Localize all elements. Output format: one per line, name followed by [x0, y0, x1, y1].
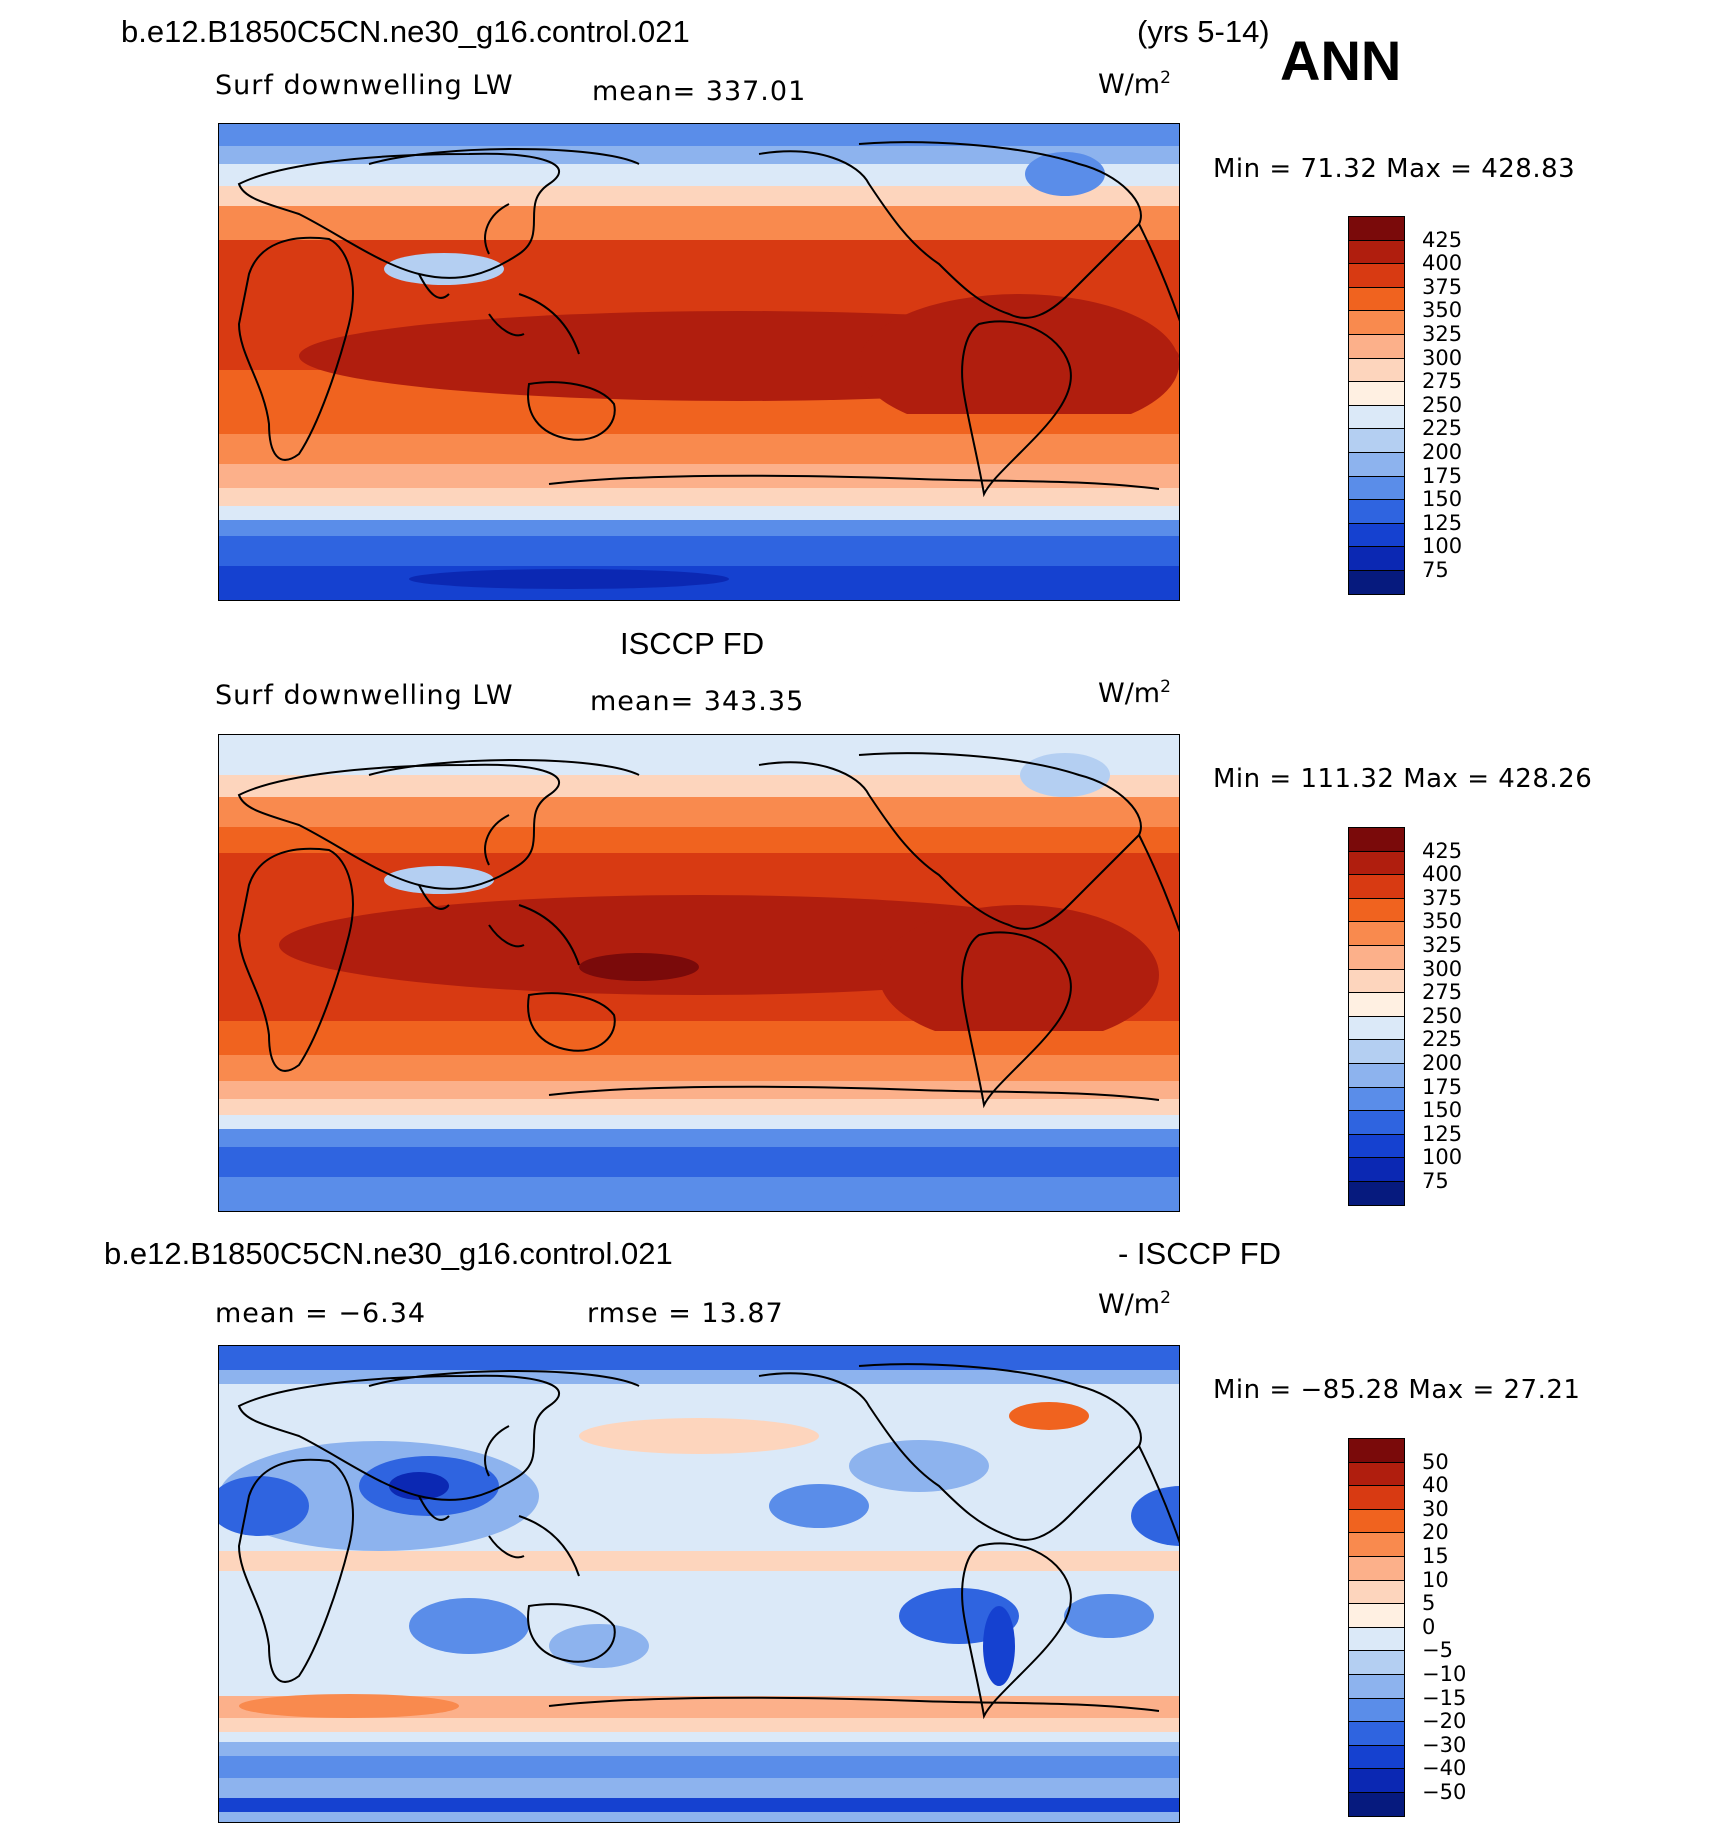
- tick-label: 175: [1422, 1074, 1463, 1099]
- tick-label: 20: [1422, 1520, 1449, 1545]
- tick-label: 375: [1422, 274, 1463, 299]
- tick-label: 100: [1422, 534, 1463, 559]
- tick-label: −15: [1422, 1685, 1467, 1710]
- tick-label: −5: [1422, 1638, 1453, 1663]
- tick-label: 225: [1422, 1027, 1463, 1052]
- panel3-units: W/m2: [1098, 1288, 1171, 1320]
- panel2-colorbar: [1348, 827, 1405, 1206]
- panel3-map-svg: [219, 1346, 1179, 1822]
- panel3-rmse: rmse = 13.87: [587, 1298, 784, 1329]
- tick-label: 250: [1422, 392, 1463, 417]
- tick-label: −40: [1422, 1756, 1467, 1781]
- tick-label: 30: [1422, 1496, 1449, 1521]
- panel2-map-svg: [219, 735, 1179, 1211]
- tick-label: 150: [1422, 1098, 1463, 1123]
- panel2-units: W/m2: [1098, 677, 1171, 709]
- tick-label: 75: [1422, 558, 1449, 582]
- tick-label: 125: [1422, 1121, 1463, 1146]
- tick-label: 350: [1422, 909, 1463, 934]
- tick-label: 15: [1422, 1544, 1449, 1568]
- tick-label: 5: [1422, 1591, 1436, 1616]
- tick-label: 40: [1422, 1473, 1449, 1498]
- panel2-minmax: Min = 111.32 Max = 428.26: [1213, 764, 1593, 794]
- tick-label: 200: [1422, 1051, 1463, 1075]
- tick-label: 225: [1422, 416, 1463, 441]
- panel2-title: ISCCP FD: [620, 626, 765, 661]
- tick-label: 325: [1422, 933, 1463, 957]
- tick-label: 50: [1422, 1449, 1449, 1474]
- panel1-map: [218, 123, 1180, 601]
- tick-label: 400: [1422, 251, 1463, 276]
- tick-label: 0: [1422, 1614, 1436, 1639]
- tick-label: 175: [1422, 463, 1463, 488]
- panel1-minmax: Min = 71.32 Max = 428.83: [1213, 154, 1576, 184]
- panel1-colorbar: [1348, 216, 1405, 595]
- tick-label: 400: [1422, 862, 1463, 887]
- panel1-variable: Surf downwelling LW: [215, 70, 514, 101]
- tick-label: 300: [1422, 345, 1463, 370]
- panel3-map: [218, 1345, 1180, 1823]
- panel3-colorbar: [1348, 1438, 1405, 1817]
- tick-label: 425: [1422, 838, 1463, 863]
- panel1-map-svg: [219, 124, 1179, 600]
- tick-label: −10: [1422, 1662, 1467, 1686]
- tick-label: 100: [1422, 1145, 1463, 1170]
- panel3-title: b.e12.B1850C5CN.ne30_g16.control.021: [104, 1236, 673, 1271]
- panel1-units: W/m2: [1098, 68, 1171, 100]
- tick-label: 275: [1422, 980, 1463, 1005]
- tick-label: 150: [1422, 487, 1463, 512]
- panel1-mean: mean= 337.01: [592, 76, 807, 107]
- panel2-variable: Surf downwelling LW: [215, 680, 514, 711]
- tick-label: 75: [1422, 1169, 1449, 1193]
- years-label: (yrs 5-14): [1137, 14, 1270, 49]
- tick-label: 275: [1422, 369, 1463, 394]
- tick-label: 250: [1422, 1003, 1463, 1028]
- tick-label: 10: [1422, 1567, 1449, 1592]
- panel2-mean: mean= 343.35: [590, 686, 805, 717]
- panel3-title-right: - ISCCP FD: [1118, 1236, 1282, 1271]
- tick-label: 325: [1422, 322, 1463, 346]
- tick-label: 200: [1422, 440, 1463, 464]
- panel3-mean: mean = −6.34: [215, 1298, 427, 1329]
- tick-label: −50: [1422, 1780, 1467, 1804]
- tick-label: 350: [1422, 298, 1463, 323]
- tick-label: 300: [1422, 956, 1463, 981]
- panel2-map: [218, 734, 1180, 1212]
- tick-label: −20: [1422, 1709, 1467, 1734]
- panel3-minmax: Min = −85.28 Max = 27.21: [1213, 1375, 1581, 1405]
- tick-label: 125: [1422, 510, 1463, 535]
- tick-label: −30: [1422, 1732, 1467, 1757]
- tick-label: 375: [1422, 885, 1463, 910]
- season-label: ANN: [1280, 29, 1402, 92]
- tick-label: 425: [1422, 227, 1463, 252]
- case-title: b.e12.B1850C5CN.ne30_g16.control.021: [121, 14, 690, 49]
